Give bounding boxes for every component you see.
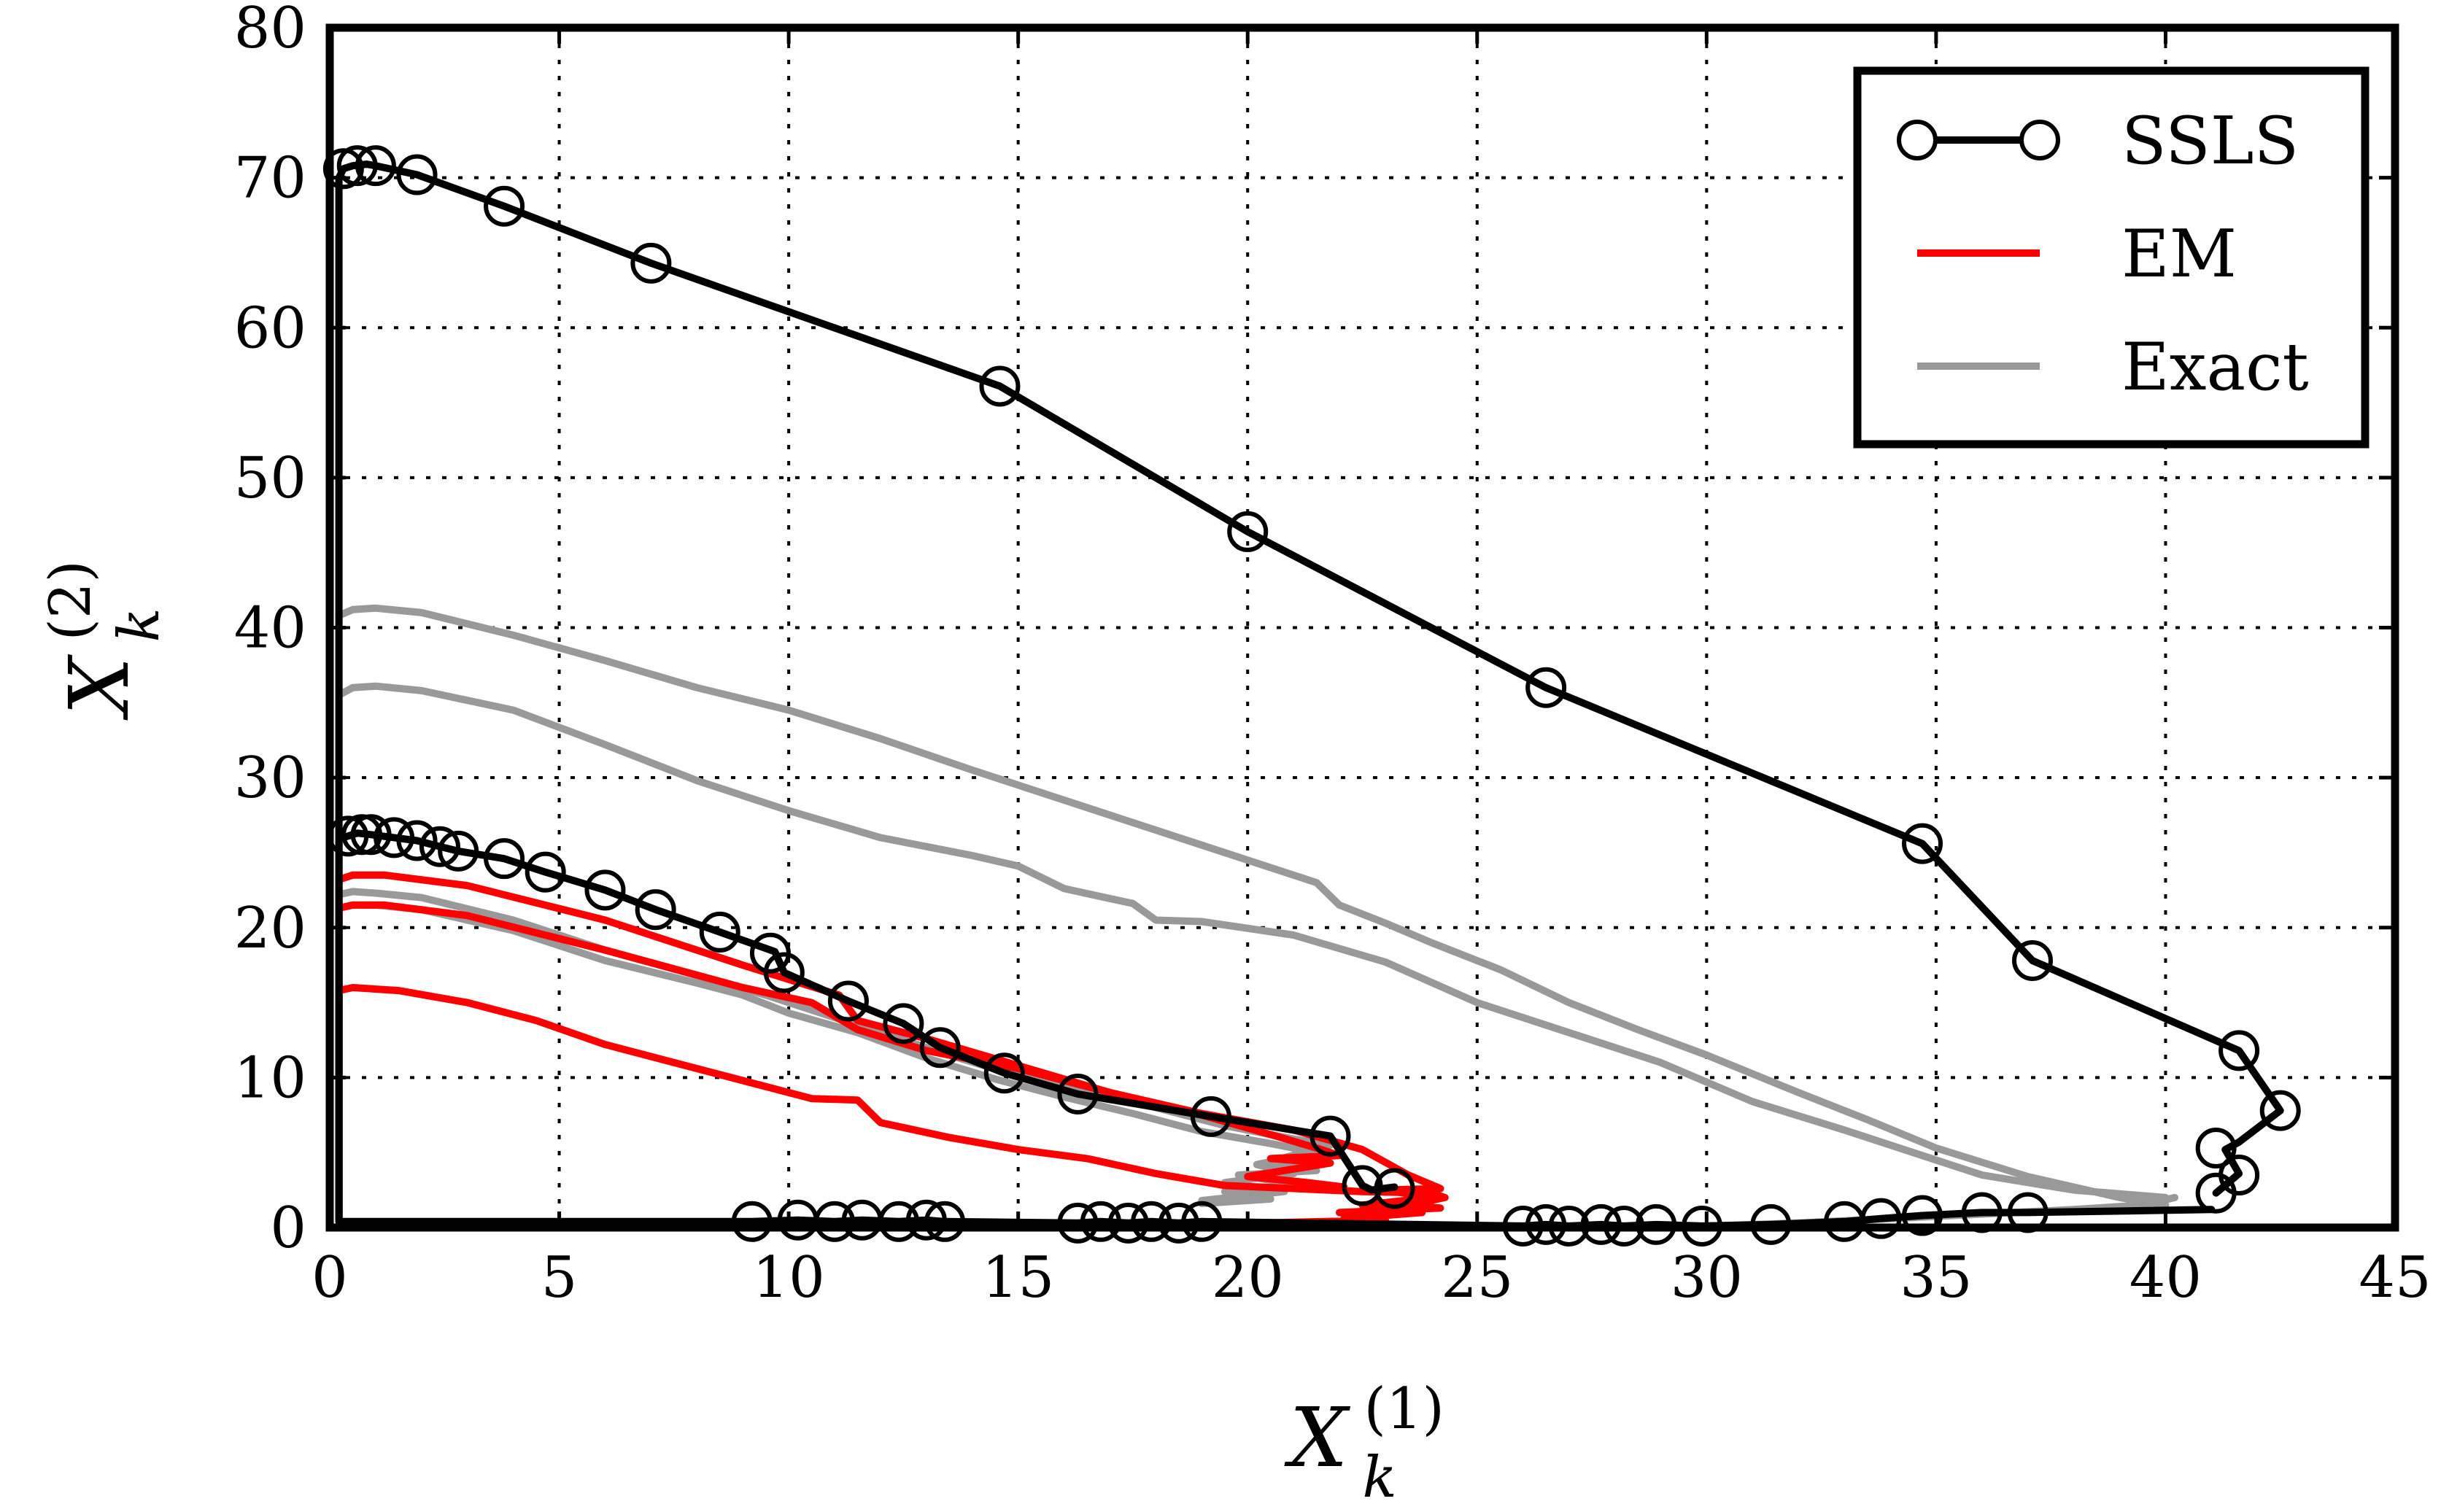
y-tick-label: 30 — [234, 745, 306, 811]
data-point-ssls — [1525, 667, 1567, 708]
data-point-ssls — [1080, 1201, 1121, 1242]
legend-item-ssls: SSLS — [1897, 103, 2299, 179]
x-tick-label: 30 — [1671, 1245, 1743, 1311]
data-point-ssls — [355, 145, 396, 187]
data-point-ssls — [827, 980, 869, 1022]
data-point-ssls — [699, 911, 740, 953]
data-point-ssls — [1902, 823, 1943, 864]
series-line-em — [335, 984, 1449, 1228]
data-point-ssls — [484, 838, 525, 880]
data-point-ssls — [731, 1201, 773, 1242]
data-point-ssls — [630, 242, 672, 284]
data-point-ssls — [1181, 1201, 1223, 1242]
data-point-ssls — [336, 145, 378, 187]
y-tick-label: 0 — [270, 1195, 306, 1261]
data-point-ssls — [1057, 1073, 1099, 1114]
data-point-ssls — [1190, 1096, 1231, 1137]
y-axis-label: Xk(2) — [38, 560, 172, 721]
data-point-ssls — [1107, 1202, 1149, 1244]
data-point-ssls — [1158, 1202, 1199, 1244]
x-tick-label: 35 — [1900, 1245, 1972, 1311]
y-tick-label: 10 — [234, 1045, 306, 1111]
data-point-ssls — [1227, 511, 1269, 552]
data-point-ssls — [2195, 1128, 2237, 1169]
data-point-ssls — [374, 817, 415, 858]
data-point-ssls — [1057, 1202, 1099, 1244]
data-point-ssls — [396, 154, 438, 195]
y-tick-label: 40 — [234, 596, 306, 662]
data-point-ssls — [979, 365, 1021, 407]
axis-label-subscript: k — [107, 608, 172, 642]
x-tick-label: 20 — [1212, 1245, 1284, 1311]
x-tick-label: 5 — [541, 1245, 578, 1311]
legend-marker — [1897, 120, 1938, 160]
data-point-ssls — [396, 820, 438, 861]
data-point-ssls — [322, 148, 364, 190]
legend-label-ssls: SSLS — [2121, 103, 2299, 179]
data-point-ssls — [419, 826, 460, 867]
legend-item-em: EM — [1917, 216, 2237, 292]
y-tick-label: 70 — [234, 146, 306, 212]
legend-label-exact: Exact — [2121, 329, 2309, 406]
data-point-ssls — [2218, 1030, 2260, 1071]
axis-label-superscript: (2) — [38, 560, 104, 641]
x-tick-label: 10 — [752, 1245, 824, 1311]
y-tick-label: 80 — [234, 0, 306, 61]
data-point-ssls — [1131, 1201, 1172, 1242]
data-point-ssls — [350, 814, 392, 856]
series-line-exact — [335, 604, 2170, 1224]
x-tick-label: 15 — [982, 1245, 1054, 1311]
x-tick-label: 45 — [2359, 1245, 2431, 1311]
axis-label-base: X — [1284, 1391, 1351, 1486]
legend: SSLS EM Exact — [1853, 66, 2370, 449]
data-point-ssls — [1860, 1198, 1902, 1239]
data-point-ssls — [584, 869, 626, 911]
series-line-ssls — [335, 160, 2284, 1222]
data-point-ssls — [983, 1052, 1025, 1094]
series-line-exact — [335, 682, 2170, 1224]
x-tick-label: 0 — [312, 1245, 348, 1311]
data-point-ssls — [919, 1027, 961, 1069]
data-point-ssls — [2195, 1172, 2237, 1214]
legend-label-em: EM — [2121, 216, 2237, 292]
y-tick-label: 50 — [234, 446, 306, 511]
axis-label-superscript: (1) — [1364, 1376, 1445, 1442]
x-tick-label: 25 — [1441, 1245, 1513, 1311]
data-point-ssls — [878, 1201, 920, 1242]
data-point-ssls — [814, 1201, 856, 1242]
data-point-ssls — [438, 830, 479, 872]
data-point-ssls — [905, 1199, 947, 1241]
data-point-ssls — [2012, 939, 2054, 981]
legend-item-exact: Exact — [1917, 329, 2309, 406]
legend-box — [1853, 66, 2370, 449]
data-point-ssls — [525, 851, 566, 893]
data-point-ssls — [2259, 1090, 2301, 1131]
data-point-ssls — [635, 889, 676, 931]
data-point-ssls — [1902, 1195, 1943, 1236]
axis-label-subscript: k — [1363, 1445, 1397, 1511]
y-tick-label: 20 — [234, 896, 306, 961]
y-tick-label: 60 — [234, 295, 306, 361]
legend-marker — [2019, 120, 2060, 160]
axis-label-base: X — [53, 654, 147, 721]
data-point-ssls — [763, 952, 805, 993]
x-tick-label: 40 — [2129, 1245, 2202, 1311]
data-point-ssls — [1374, 1168, 1415, 1209]
data-point-ssls — [883, 1003, 924, 1044]
data-point-ssls — [1342, 1165, 1383, 1206]
axis-ticks: 0 5 10 15 20 25 30 35 40 45 0 10 20 30 40 50 60 70 80 — [234, 0, 2432, 1311]
data-point-ssls — [924, 1201, 966, 1242]
series-line-exact — [335, 888, 1334, 1224]
data-point-ssls — [484, 185, 525, 227]
data-point-ssls — [1310, 1115, 1351, 1157]
